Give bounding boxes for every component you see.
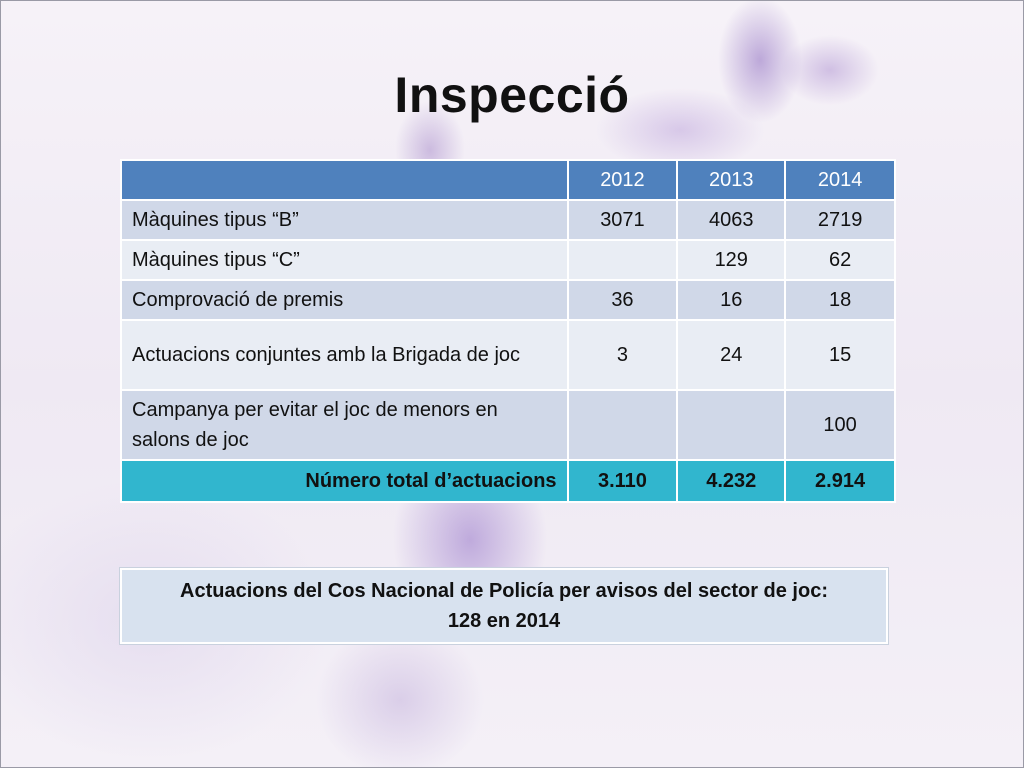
- cell-2014: 18: [784, 279, 896, 321]
- cell-2013: 129: [676, 239, 787, 281]
- cell-2012: 3071: [566, 199, 679, 241]
- table-total-row: Número total d’actuacions 3.110 4.232 2.…: [120, 459, 896, 503]
- cell-2014: 15: [784, 319, 896, 391]
- table-header-row: 2012 2013 2014: [120, 159, 896, 201]
- cell-2012: [566, 239, 679, 281]
- table-row: Campanya per evitar el joc de menors en …: [120, 389, 896, 461]
- total-2013: 4.232: [676, 459, 787, 503]
- total-2014: 2.914: [784, 459, 896, 503]
- row-label: Comprovació de premis: [120, 279, 569, 321]
- note-line-2: 128 en 2014: [447, 610, 561, 632]
- row-label: Actuacions conjuntes amb la Brigada de j…: [120, 319, 569, 391]
- table-row: Màquines tipus “B” 3071 4063 2719: [120, 199, 896, 241]
- total-label: Número total d’actuacions: [120, 459, 569, 503]
- cell-2014: 2719: [784, 199, 896, 241]
- table-row: Màquines tipus “C” 129 62: [120, 239, 896, 281]
- cell-2013: 24: [676, 319, 787, 391]
- total-2012: 3.110: [566, 459, 679, 503]
- cell-2014: 100: [784, 389, 896, 461]
- header-cell-blank: [120, 159, 569, 201]
- table-row: Comprovació de premis 36 16 18: [120, 279, 896, 321]
- slide-title: Inspecció: [394, 67, 630, 123]
- note-line-1: Actuacions del Cos Nacional de Policía p…: [180, 580, 828, 602]
- header-cell-2013: 2013: [676, 159, 787, 201]
- cell-2013: [676, 389, 787, 461]
- cell-2012: 36: [566, 279, 679, 321]
- cell-2013: 16: [676, 279, 787, 321]
- row-label: Campanya per evitar el joc de menors en …: [120, 389, 569, 461]
- cell-2012: [566, 389, 679, 461]
- header-cell-2014: 2014: [784, 159, 896, 201]
- table-row: Actuacions conjuntes amb la Brigada de j…: [120, 319, 896, 391]
- police-note-box: Actuacions del Cos Nacional de Policía p…: [120, 568, 888, 644]
- cell-2014: 62: [784, 239, 896, 281]
- cell-2013: 4063: [676, 199, 787, 241]
- inspection-table: 2012 2013 2014 Màquines tipus “B” 3071 4…: [120, 159, 896, 503]
- row-label: Màquines tipus “B”: [120, 199, 569, 241]
- header-cell-2012: 2012: [566, 159, 679, 201]
- cell-2012: 3: [566, 319, 679, 391]
- row-label: Màquines tipus “C”: [120, 239, 569, 281]
